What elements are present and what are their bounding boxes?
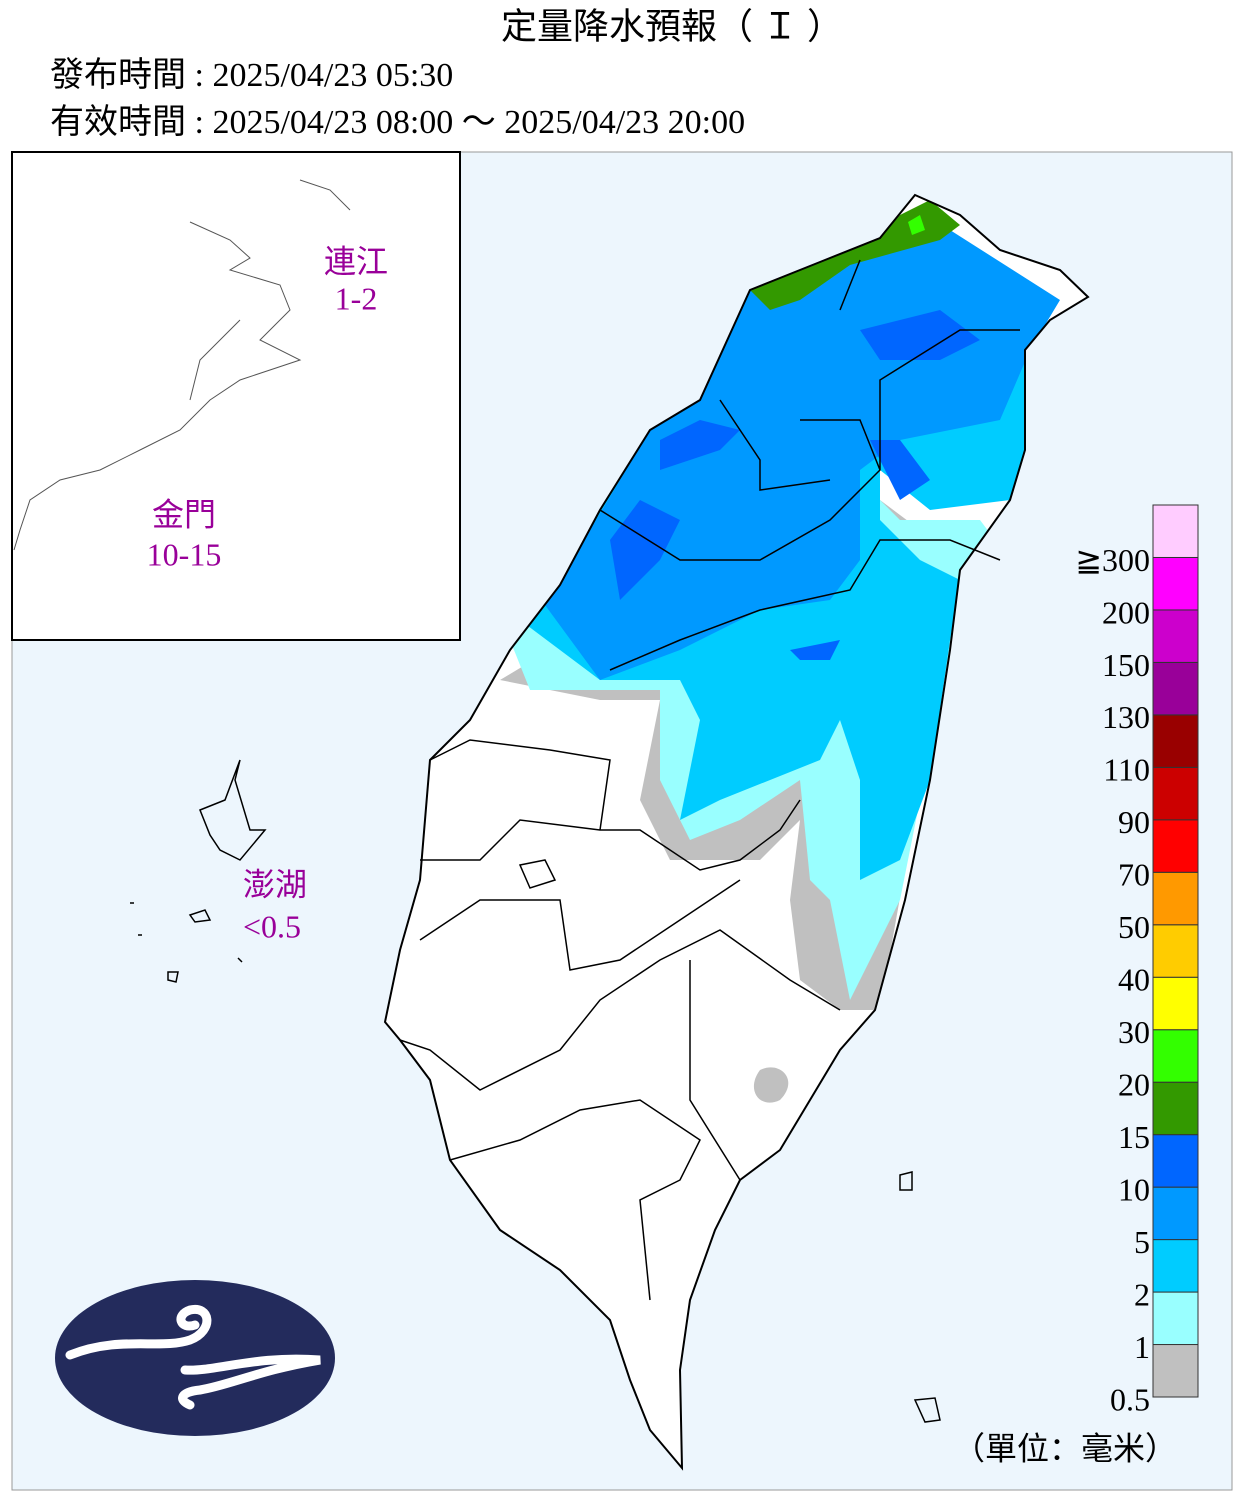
legend-swatch [1152,1186,1199,1241]
legend-label: 70 [1118,857,1150,893]
legend-swatch [1152,1134,1199,1188]
inset-map [11,151,461,641]
legend-swatch [1152,556,1199,611]
taiwan [384,194,1089,1469]
island-name: 連江 [324,243,388,279]
island-name: 金門 [152,496,216,532]
legend-swatch [1152,1029,1199,1083]
legend-swatch [1152,1291,1199,1346]
legend-label: ≧300 [1075,542,1150,578]
legend-label: 15 [1118,1119,1150,1155]
inset-coastline [13,179,351,551]
penghu-islands [130,759,267,983]
legend-swatch [1152,1344,1199,1398]
legend-swatch [1152,766,1199,821]
logo [55,1280,335,1436]
legend-swatch [1152,609,1199,663]
legend: 0.5 1 2 5 10 15 20 30 40 50 70 90 110 130 150 200 ≧300 [1075,504,1199,1417]
valid-time: 有效時間 : 2025/04/23 08:00 ～ 2025/04/23 20:… [50,103,745,141]
legend-swatch [1152,871,1199,926]
legend-label: 200 [1102,594,1150,630]
legend-swatch [1152,924,1199,978]
legend-swatch [1152,976,1199,1031]
legend-swatch [1152,504,1199,558]
legend-swatch [1152,1081,1199,1136]
legend-label: 130 [1102,699,1150,735]
legend-label: 1 [1134,1329,1150,1365]
legend-label: 150 [1102,647,1150,683]
issued-time: 發布時間 : 2025/04/23 05:30 [50,56,453,94]
legend-swatch [1152,714,1199,768]
island-amount: <0.5 [243,908,301,944]
legend-label: 10 [1118,1171,1150,1207]
island-name: 澎湖 [243,866,307,902]
legend-label: 2 [1134,1276,1150,1312]
legend-swatch [1152,661,1199,716]
legend-label: 5 [1134,1224,1150,1260]
title: 定量降水預報（ Ｉ ） [501,6,843,46]
island-amount: 1-2 [335,280,378,316]
legend-swatch [1152,819,1199,873]
legend-label: 90 [1118,804,1150,840]
legend-label: 110 [1103,752,1150,788]
legend-swatch [1152,1239,1199,1293]
legend-label: 40 [1118,962,1150,998]
legend-label: 0.5 [1110,1381,1150,1417]
legend-label: 20 [1118,1067,1150,1103]
legend-label: 30 [1118,1014,1150,1050]
island-amount: 10-15 [147,536,222,572]
legend-unit: （單位：毫米） [953,1430,1177,1466]
legend-label: 50 [1118,909,1150,945]
